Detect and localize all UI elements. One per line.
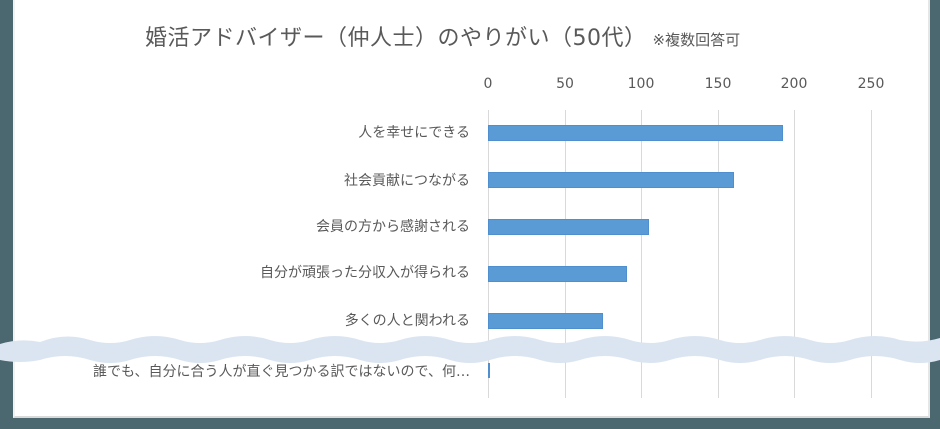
x-tick-50: 50 <box>556 76 574 92</box>
category-label: 自分が頑張った分収入が得られる <box>260 265 470 281</box>
chart-title: 婚活アドバイザー（仲人士）のやりがい（50代） ※複数回答可 <box>145 20 740 52</box>
gridline-0 <box>488 110 489 398</box>
bar <box>488 172 735 188</box>
bar <box>488 363 490 378</box>
axis-break-wave <box>0 336 940 363</box>
gridline-200 <box>794 110 795 398</box>
x-tick-0: 0 <box>483 76 493 92</box>
bar <box>488 266 628 282</box>
category-label: 会員の方から感謝される <box>316 219 470 235</box>
category-label: 誰でも、自分に合う人が直ぐ見つかる訳ではないので、何… <box>92 364 470 380</box>
x-tick-250: 250 <box>857 76 885 92</box>
x-tick-200: 200 <box>780 76 808 92</box>
bar <box>488 313 603 329</box>
bar <box>488 219 649 235</box>
category-label: 人を幸せにできる <box>358 125 470 141</box>
bar <box>488 125 784 141</box>
gridline-250 <box>871 110 872 398</box>
category-label: 多くの人と関われる <box>344 313 470 329</box>
chart-title-note: ※複数回答可 <box>652 31 741 49</box>
x-tick-100: 100 <box>627 76 655 92</box>
gridline-100 <box>641 110 642 398</box>
category-label: 社会貢献につながる <box>344 173 470 189</box>
x-tick-150: 150 <box>704 76 732 92</box>
gridline-150 <box>718 110 719 398</box>
gridline-50 <box>565 110 566 398</box>
chart-title-main: 婚活アドバイザー（仲人士）のやりがい（50代） <box>145 26 647 51</box>
